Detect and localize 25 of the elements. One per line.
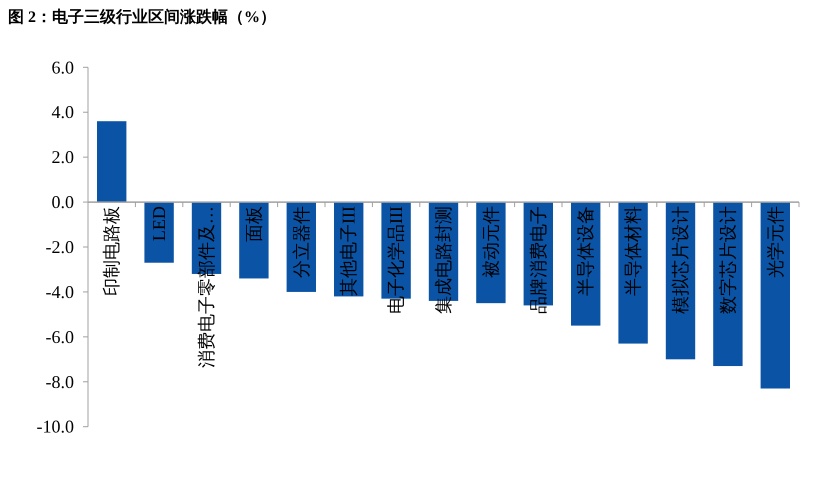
x-tick-label: 集成电路封测 bbox=[434, 206, 454, 314]
x-tick-label: 面板 bbox=[244, 206, 264, 242]
chart-title: 图 2：电子三级行业区间涨跌幅（%） bbox=[8, 8, 276, 26]
y-tick-label: -8.0 bbox=[46, 372, 74, 392]
x-tick-label: 电子化学品III bbox=[386, 206, 406, 314]
y-tick-label: 2.0 bbox=[52, 147, 74, 168]
x-tick-label: 分立器件 bbox=[291, 206, 312, 278]
y-tick-label: 0.0 bbox=[52, 192, 74, 212]
y-tick-label: 6.0 bbox=[52, 57, 74, 78]
x-tick-label: 光学元件 bbox=[765, 206, 786, 278]
y-tick-label: -4.0 bbox=[46, 282, 74, 302]
x-tick-label: 消费电子零部件及… bbox=[196, 206, 216, 368]
x-tick-label: LED bbox=[149, 206, 170, 242]
y-tick-label: -2.0 bbox=[46, 237, 74, 257]
y-tick-label: -10.0 bbox=[36, 416, 74, 437]
x-tick-label: 数字芯片设计 bbox=[718, 206, 738, 314]
x-tick-label: 模拟芯片设计 bbox=[670, 206, 690, 314]
x-tick-label: 其他电子III bbox=[338, 206, 359, 296]
x-tick-label: 半导体材料 bbox=[623, 206, 644, 296]
y-tick-label: -6.0 bbox=[46, 326, 74, 347]
x-tick-label: 被动元件 bbox=[480, 206, 501, 278]
x-tick-label: 品牌消费电子 bbox=[528, 206, 548, 314]
y-tick-label: 4.0 bbox=[52, 102, 74, 122]
x-tick-label: 半导体设备 bbox=[576, 206, 596, 296]
x-tick-label: 印制电路板 bbox=[102, 206, 122, 296]
